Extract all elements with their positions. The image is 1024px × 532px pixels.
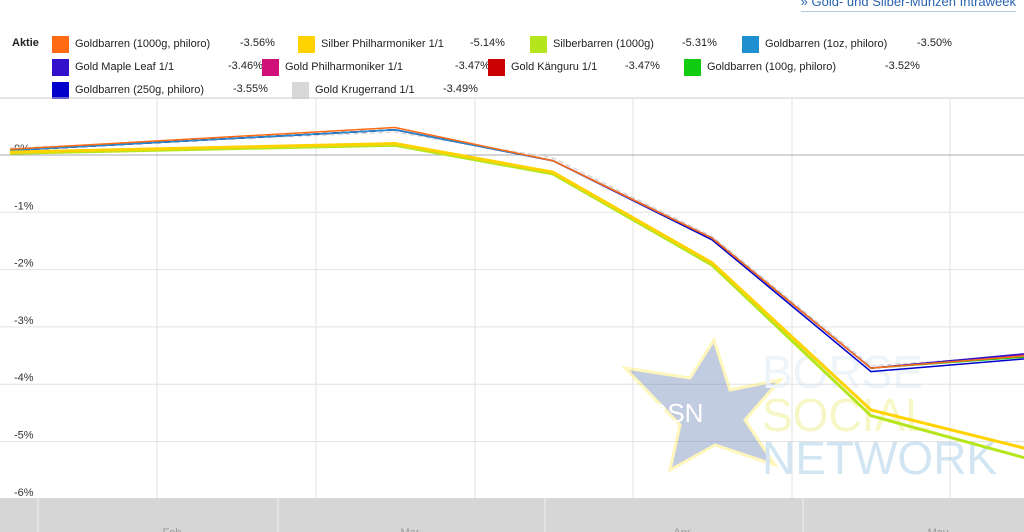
y-tick-label: -2% — [14, 258, 34, 270]
y-tick-label: -5% — [14, 430, 34, 442]
legend-label: Goldbarren (1000g, philoro) — [75, 38, 211, 50]
legend-value: -3.50% — [917, 37, 952, 49]
legend-value: -3.47% — [455, 60, 490, 72]
legend-label: Silber Philharmoniker 1/1 — [321, 38, 444, 50]
x-tick-label: Mar — [401, 527, 420, 532]
legend-item[interactable]: Silber Philharmoniker 1/1 — [298, 34, 444, 54]
legend-swatch — [298, 35, 315, 53]
y-tick-label: -3% — [14, 315, 34, 327]
legend-swatch — [684, 58, 701, 76]
legend-item[interactable]: Gold Maple Leaf 1/1 — [52, 57, 174, 77]
legend-value: -3.47% — [625, 60, 660, 72]
legend-item[interactable]: Goldbarren (100g, philoro) — [684, 57, 836, 77]
logo-text: BSN — [650, 398, 703, 428]
legend-label: Gold Känguru 1/1 — [511, 61, 598, 73]
legend-swatch — [530, 35, 547, 53]
legend-item[interactable]: Goldbarren (1oz, philoro) — [742, 34, 887, 54]
legend-title: Aktie — [12, 37, 39, 49]
x-tick-label: May — [928, 527, 949, 532]
legend-swatch — [52, 58, 69, 76]
legend-swatch — [488, 58, 505, 76]
legend-item[interactable]: Silberbarren (1000g) — [530, 34, 654, 54]
intraweek-link[interactable]: » Gold- und Silber-Münzen Intraweek — [800, 0, 1016, 12]
legend-item[interactable]: Gold Känguru 1/1 — [488, 57, 597, 77]
legend-value: -3.56% — [240, 37, 275, 49]
legend-label: Gold Krugerrand 1/1 — [315, 84, 415, 96]
y-tick-label: -6% — [14, 487, 34, 499]
legend-label: Goldbarren (1oz, philoro) — [765, 38, 888, 50]
x-tick-label: Apr — [673, 527, 690, 532]
y-tick-label: -1% — [14, 200, 34, 212]
legend-item[interactable]: Gold Krugerrand 1/1 — [292, 80, 415, 100]
legend-item[interactable]: Goldbarren (250g, philoro) — [52, 80, 204, 100]
legend-label: Silberbarren (1000g) — [553, 38, 654, 50]
watermark-text: SOCIAL — [762, 389, 931, 441]
series-line — [9, 142, 1024, 450]
legend-value: -3.49% — [443, 83, 478, 95]
legend-value: -5.31% — [682, 37, 717, 49]
legend-label: Goldbarren (100g, philoro) — [707, 61, 837, 73]
x-tick-label: Feb — [163, 527, 182, 532]
y-tick-label: -4% — [14, 372, 34, 384]
legend-swatch — [52, 35, 69, 53]
star-logo — [620, 336, 785, 473]
series-line — [9, 131, 1024, 367]
legend-value: -3.46% — [228, 60, 263, 72]
legend-swatch — [292, 81, 309, 99]
legend-label: Goldbarren (250g, philoro) — [75, 84, 205, 96]
series-line — [9, 126, 1024, 369]
legend-label: Gold Philharmoniker 1/1 — [285, 61, 404, 73]
legend-value: -3.52% — [885, 60, 920, 72]
legend-value: -3.55% — [233, 83, 268, 95]
legend-label: Gold Maple Leaf 1/1 — [75, 61, 175, 73]
legend-item[interactable]: Gold Philharmoniker 1/1 — [262, 57, 403, 77]
legend-value: -5.14% — [470, 37, 505, 49]
legend-item[interactable]: Goldbarren (1000g, philoro) — [52, 34, 210, 54]
legend-swatch — [52, 81, 69, 99]
legend-swatch — [742, 35, 759, 53]
x-axis-navigator[interactable] — [0, 498, 1024, 532]
series-line — [9, 143, 1024, 460]
legend-swatch — [262, 58, 279, 76]
